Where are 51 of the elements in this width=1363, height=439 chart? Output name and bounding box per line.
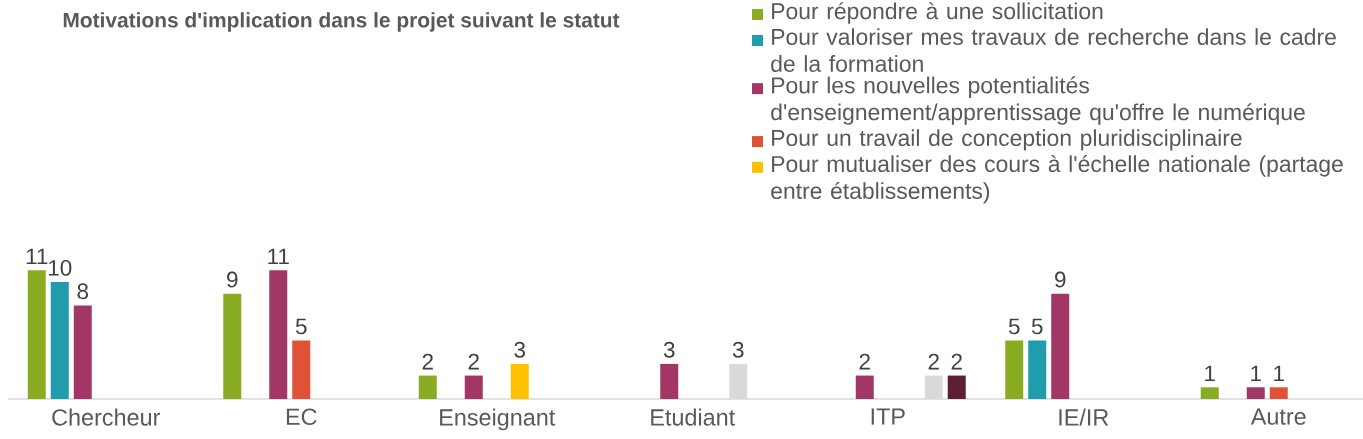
data-label: 9 (1055, 271, 1066, 288)
data-label: 11 (268, 248, 289, 265)
x-tick-label: Etudiant (651, 408, 736, 426)
chart-title: Motivations d'implication dans le projet suivant le statut (63, 12, 620, 32)
data-label: 1 (1205, 365, 1215, 382)
x-tick-label: Autre (1250, 408, 1306, 425)
legend-label: Pour répondre à une sollicitation (772, 2, 1103, 24)
data-label: 3 (732, 341, 744, 358)
data-label: 8 (77, 283, 89, 300)
data-label: 5 (1008, 318, 1020, 335)
data-label: 10 (49, 259, 72, 276)
data-label: 3 (663, 341, 675, 358)
data-label: 2 (951, 353, 962, 370)
bar (50, 281, 69, 399)
data-label: 2 (422, 353, 433, 370)
data-label: 2 (468, 353, 479, 370)
bar (1246, 387, 1265, 399)
bar (1028, 340, 1047, 399)
bar (223, 293, 242, 399)
bar (947, 375, 966, 399)
legend-label: Pour un travail de conception pluridisciplinaire (772, 129, 1242, 151)
bar (269, 270, 288, 399)
bar (1051, 293, 1070, 399)
data-label: 1 (1251, 365, 1261, 382)
x-tick-label: IE/IR (1059, 408, 1109, 426)
bar (660, 363, 679, 399)
bar (510, 363, 529, 399)
bar (418, 375, 437, 399)
data-label: 5 (1031, 318, 1043, 335)
data-label: 5 (295, 318, 307, 335)
legend-label: Pour mutualiser des cours à l'échelle nationale (partage entre établissements) (771, 155, 1343, 204)
bar (73, 305, 92, 399)
legend-label: Pour valoriser mes travaux de recherche dans le cadre de la formation (771, 28, 1336, 72)
x-tick-label: ITP (871, 408, 905, 425)
bar (464, 375, 483, 399)
x-tick-label: Enseignant (440, 408, 556, 431)
x-tick-label: EC (286, 408, 317, 426)
bar (1005, 340, 1024, 399)
data-label: 2 (859, 353, 870, 370)
bar (1200, 387, 1219, 399)
x-tick-label: Chercheur (52, 408, 161, 426)
data-label: 2 (928, 353, 939, 370)
data-label: 1 (1274, 365, 1284, 382)
data-label: 9 (227, 271, 238, 288)
bar (855, 375, 874, 399)
bar (1269, 387, 1288, 399)
legend-label: Pour les nouvelles potentialités d'enseignement/apprentissage qu'offre le numérique (771, 76, 1305, 125)
data-label: 3 (514, 341, 526, 358)
bar (292, 340, 311, 399)
data-label: 11 (26, 248, 48, 265)
bar (27, 270, 46, 399)
